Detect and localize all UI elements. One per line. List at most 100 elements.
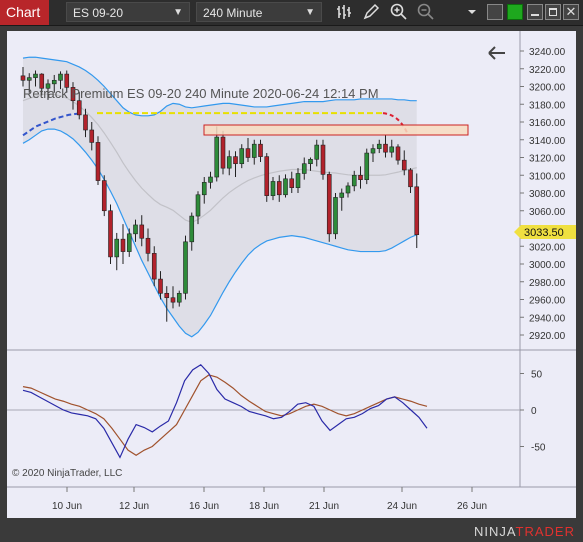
candle-body bbox=[289, 178, 295, 188]
price-tick-label: 3100.00 bbox=[529, 171, 566, 182]
candle-body bbox=[76, 100, 82, 116]
interval-selector[interactable]: 240 Minute ▼ bbox=[196, 2, 322, 22]
candle-body bbox=[358, 174, 363, 180]
osc-signal-line bbox=[22, 374, 428, 456]
candle-body bbox=[270, 181, 276, 196]
chart-toolbar: Chart ES 09-20 ▼ 240 Minute ▼ ✕ bbox=[0, 0, 583, 26]
minimize-icon[interactable] bbox=[527, 4, 543, 20]
time-tick-label: 12 Jun bbox=[119, 501, 149, 512]
more-options-icon[interactable] bbox=[462, 2, 482, 22]
price-tick-label: 3180.00 bbox=[529, 100, 566, 111]
candle-body bbox=[276, 181, 282, 196]
back-arrow-icon[interactable] bbox=[488, 46, 505, 60]
candle-body bbox=[20, 75, 26, 81]
time-axis: 10 Jun 12 Jun 16 Jun 18 Jun 21 Jun 24 Jun 26 J… bbox=[52, 487, 487, 512]
candle-body bbox=[333, 197, 338, 235]
candle-body bbox=[345, 185, 351, 194]
upper-band-line bbox=[22, 56, 417, 117]
pencil-icon[interactable] bbox=[361, 2, 381, 22]
maximize-icon[interactable] bbox=[545, 4, 561, 20]
candle-body bbox=[308, 158, 313, 165]
candle-body bbox=[264, 156, 270, 196]
close-icon[interactable]: ✕ bbox=[563, 4, 579, 20]
chart-canvas[interactable]: 3240.00 3220.00 3200.00 3180.00 3160.00 3140.… bbox=[7, 31, 576, 518]
candle-body bbox=[39, 73, 45, 89]
time-tick-label: 18 Jun bbox=[249, 501, 279, 512]
candle-body bbox=[108, 210, 113, 258]
candle-body bbox=[233, 156, 238, 165]
bar-type-icon[interactable] bbox=[334, 2, 354, 22]
osc-tick-label: -50 bbox=[531, 443, 546, 454]
candle-body bbox=[351, 174, 357, 187]
price-tick-label: 3080.00 bbox=[529, 189, 566, 200]
candle-body bbox=[414, 186, 420, 236]
candle-body bbox=[176, 292, 182, 303]
price-tick-label: 2960.00 bbox=[529, 296, 566, 307]
candle-body bbox=[26, 77, 32, 81]
candle-body bbox=[258, 143, 263, 157]
current-price-label: 3033.50 bbox=[524, 227, 564, 239]
osc-tick-label: 0 bbox=[531, 406, 537, 417]
price-tick-label: 2980.00 bbox=[529, 278, 566, 289]
candle-body bbox=[220, 136, 226, 169]
candle-body bbox=[170, 297, 176, 303]
time-tick-label: 10 Jun bbox=[52, 501, 82, 512]
chart-info-text: Retrack Premium ES 09-20 240 Minute 2020… bbox=[23, 86, 379, 101]
price-tick-label: 2940.00 bbox=[529, 313, 566, 324]
candle-body bbox=[189, 215, 195, 243]
candle-body bbox=[408, 169, 413, 188]
candle-body bbox=[183, 241, 188, 294]
price-tick-label: 3220.00 bbox=[529, 65, 566, 76]
candle-body bbox=[370, 148, 376, 154]
chart-panel[interactable]: 3240.00 3220.00 3200.00 3180.00 3160.00 3140.… bbox=[7, 31, 576, 518]
candle-body bbox=[133, 224, 138, 235]
candle-body bbox=[395, 146, 401, 161]
price-tick-label: 3240.00 bbox=[529, 47, 566, 58]
chart-tab[interactable]: Chart bbox=[0, 0, 49, 25]
candle-body bbox=[364, 152, 370, 180]
price-tick-label: 3140.00 bbox=[529, 136, 566, 147]
candle-body bbox=[58, 73, 63, 81]
candle-body bbox=[239, 148, 245, 165]
window-gray-icon[interactable] bbox=[487, 4, 503, 20]
candle-body bbox=[339, 192, 345, 198]
band-midline bbox=[22, 93, 417, 223]
chevron-down-icon: ▼ bbox=[305, 7, 315, 18]
candle-body bbox=[158, 278, 163, 294]
price-tick-label: 2920.00 bbox=[529, 331, 566, 342]
zoom-out-icon[interactable] bbox=[416, 2, 436, 22]
instrument-label: ES 09-20 bbox=[73, 6, 124, 20]
candle-body bbox=[51, 79, 57, 85]
candle-body bbox=[383, 143, 388, 153]
chevron-down-icon: ▼ bbox=[173, 7, 183, 18]
price-tick-label: 3060.00 bbox=[529, 207, 566, 218]
price-tick-label: 3020.00 bbox=[529, 242, 566, 253]
current-price-tag: 3033.50 bbox=[514, 225, 576, 239]
candle-body bbox=[201, 182, 207, 196]
candle-body bbox=[301, 163, 307, 174]
candle-body bbox=[101, 180, 107, 212]
window-green-icon[interactable] bbox=[507, 4, 523, 20]
resistance-zone bbox=[203, 124, 469, 136]
candle-body bbox=[195, 194, 201, 217]
candle-body bbox=[320, 144, 326, 175]
candle-body bbox=[245, 148, 251, 158]
osc-tick-label: 50 bbox=[531, 370, 543, 381]
candle-body bbox=[151, 253, 157, 280]
candle-body bbox=[45, 83, 51, 89]
candle-body bbox=[120, 238, 126, 252]
ninjatrader-logo: NINJATRADER bbox=[473, 524, 575, 539]
candle-body bbox=[139, 224, 145, 239]
candle-body bbox=[70, 87, 76, 102]
instrument-selector[interactable]: ES 09-20 ▼ bbox=[66, 2, 190, 22]
interval-label: 240 Minute bbox=[203, 6, 263, 20]
support-dashed-line bbox=[22, 112, 82, 137]
candle-body bbox=[95, 142, 101, 181]
price-tick-label: 3160.00 bbox=[529, 118, 566, 129]
lower-band-line bbox=[22, 128, 417, 338]
time-tick-label: 16 Jun bbox=[189, 501, 219, 512]
candle-body bbox=[126, 233, 132, 252]
zoom-in-icon[interactable] bbox=[389, 2, 409, 22]
candle-body bbox=[208, 176, 213, 183]
oscillator-panel: 50 0 -50 bbox=[7, 363, 546, 459]
